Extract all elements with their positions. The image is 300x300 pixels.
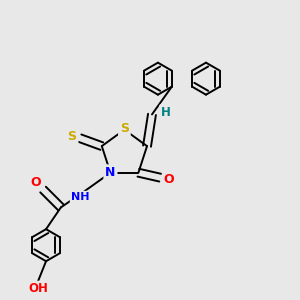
Text: OH: OH <box>28 282 48 296</box>
Text: NH: NH <box>71 193 90 202</box>
Text: S: S <box>120 122 129 135</box>
Text: H: H <box>161 106 171 119</box>
Text: O: O <box>164 173 174 186</box>
Text: O: O <box>31 176 41 189</box>
Text: N: N <box>105 166 116 179</box>
Text: S: S <box>68 130 76 143</box>
